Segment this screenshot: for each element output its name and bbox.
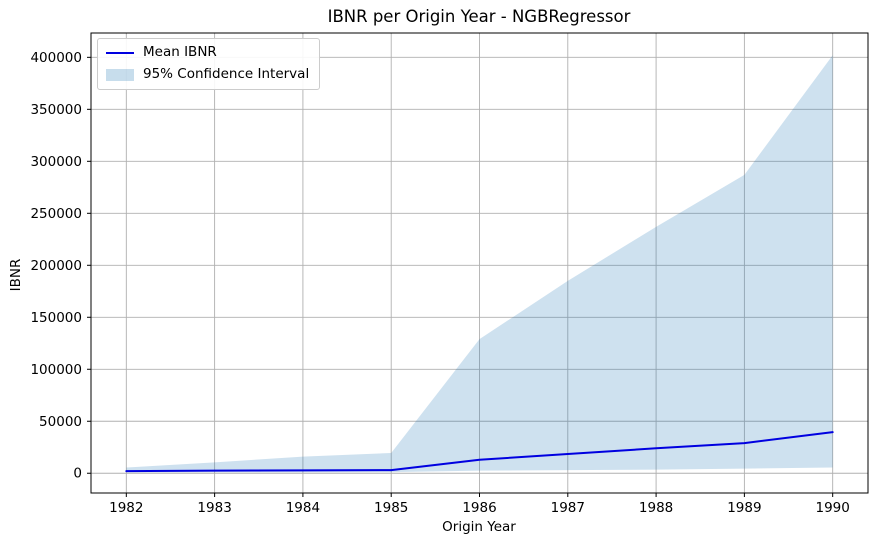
svg-text:1982: 1982	[109, 500, 143, 516]
legend-label: Mean IBNR	[143, 44, 217, 60]
tick-marks-and-labels: 1982 1983 1984 1985 1986 1987 1988 1989 1990 0 500…	[30, 50, 849, 516]
svg-text:150000: 150000	[30, 310, 82, 326]
chart-title: IBNR per Origin Year - NGBRegressor	[328, 7, 631, 26]
legend-item-mean-ibnr: Mean IBNR	[106, 44, 309, 61]
svg-text:1984: 1984	[286, 500, 320, 516]
legend-label: 95% Confidence Interval	[143, 66, 310, 82]
gridlines	[91, 33, 868, 493]
svg-text:350000: 350000	[30, 102, 82, 118]
svg-text:1987: 1987	[551, 500, 585, 516]
svg-text:300000: 300000	[30, 154, 82, 170]
svg-text:250000: 250000	[30, 206, 82, 222]
data-series	[125, 55, 834, 473]
svg-text:1989: 1989	[727, 500, 761, 516]
svg-text:1983: 1983	[197, 500, 231, 516]
legend-band-swatch	[106, 68, 134, 81]
svg-text:1990: 1990	[816, 500, 850, 516]
legend-line-swatch	[106, 51, 134, 54]
svg-text:100000: 100000	[30, 362, 82, 378]
y-axis-label: IBNR	[8, 259, 24, 292]
svg-text:1985: 1985	[374, 500, 408, 516]
svg-text:200000: 200000	[30, 258, 82, 274]
svg-text:1988: 1988	[639, 500, 673, 516]
legend-box: Mean IBNR 95% Confidence Interval	[97, 38, 321, 90]
svg-text:50000: 50000	[39, 414, 82, 430]
svg-text:1986: 1986	[462, 500, 496, 516]
svg-text:400000: 400000	[30, 50, 82, 66]
svg-text:0: 0	[73, 466, 82, 482]
x-axis-label: Origin Year	[442, 519, 516, 535]
legend-item-confidence-interval: 95% Confidence Interval	[106, 66, 309, 83]
